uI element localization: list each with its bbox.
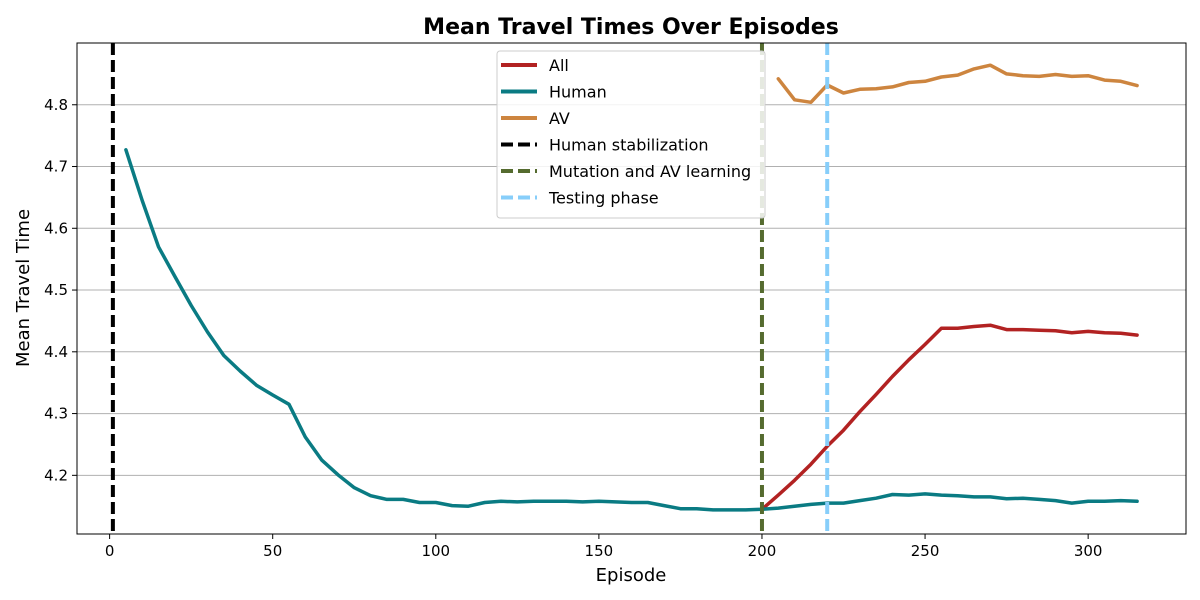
series-line-human bbox=[124, 148, 1139, 512]
legend: All Human AV Human stabilization Mutation an… bbox=[496, 50, 766, 219]
y-tick-label: 4.5 bbox=[44, 281, 68, 299]
series-lines bbox=[124, 63, 1139, 512]
x-tick-label: 200 bbox=[748, 542, 777, 560]
x-tick-label: 0 bbox=[105, 542, 115, 560]
y-axis-label: Mean Travel Time bbox=[13, 209, 34, 367]
y-tick-label: 4.2 bbox=[44, 466, 68, 484]
x-tick-label: 250 bbox=[911, 542, 940, 560]
legend-label: AV bbox=[549, 109, 570, 128]
vertical-marker-lines bbox=[110, 43, 830, 534]
y-tick-label: 4.8 bbox=[44, 96, 68, 114]
y-tick-label: 4.7 bbox=[44, 158, 68, 176]
legend-label: Human bbox=[549, 83, 607, 102]
x-axis-label: Episode bbox=[596, 565, 667, 586]
x-axis-ticks: 0 50 100 150 200 250 300 bbox=[105, 534, 1103, 560]
legend-label: All bbox=[549, 56, 569, 75]
legend-label: Human stabilization bbox=[549, 136, 709, 155]
legend-box bbox=[496, 50, 766, 219]
y-tick-label: 4.6 bbox=[44, 219, 68, 237]
y-axis-ticks: 4.2 4.3 4.4 4.5 4.6 4.7 4.8 bbox=[44, 96, 77, 484]
chart-title: Mean Travel Times Over Episodes bbox=[423, 15, 839, 40]
y-tick-label: 4.3 bbox=[44, 405, 68, 423]
x-tick-label: 150 bbox=[585, 542, 614, 560]
x-tick-label: 100 bbox=[421, 542, 450, 560]
x-tick-label: 300 bbox=[1074, 542, 1103, 560]
plot-frame bbox=[76, 42, 1187, 535]
legend-label: Mutation and AV learning bbox=[549, 162, 751, 181]
series-line-all bbox=[760, 323, 1139, 512]
legend-label: Testing phase bbox=[548, 189, 659, 208]
series-line-av bbox=[776, 63, 1139, 105]
x-tick-label: 50 bbox=[263, 542, 282, 560]
y-tick-label: 4.4 bbox=[44, 343, 68, 361]
